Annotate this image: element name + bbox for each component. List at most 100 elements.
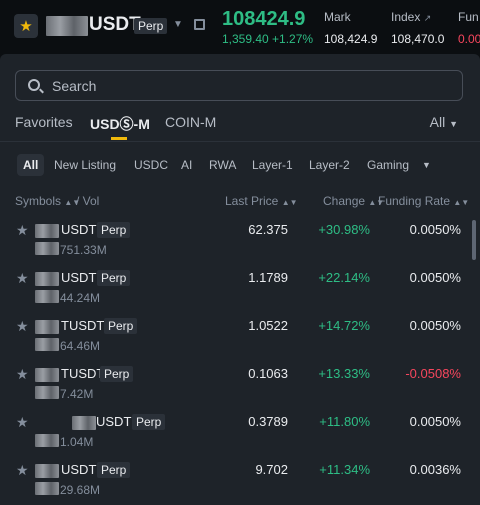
col-last-price[interactable]: Last Price ▲▼ xyxy=(225,194,298,208)
row-last-price: 1.1789 xyxy=(248,270,288,285)
redacted-volume-prefix xyxy=(35,386,59,399)
col-symbols[interactable]: Symbols ▲▼ xyxy=(15,194,80,208)
chevron-down-icon[interactable]: ▼ xyxy=(173,19,183,30)
col-symbols-label: Symbols xyxy=(15,194,62,208)
redacted-symbol-prefix xyxy=(35,368,59,382)
redacted-symbol-prefix xyxy=(35,464,59,478)
col-change[interactable]: Change ▲▼ xyxy=(323,194,384,208)
star-icon[interactable]: ★ xyxy=(16,366,29,382)
row-last-price: 1.0522 xyxy=(248,318,288,333)
symbol-name[interactable]: USDT xyxy=(89,14,141,35)
redacted-volume-prefix xyxy=(35,290,59,303)
col-change-label: Change xyxy=(323,194,366,208)
table-row[interactable]: ★ TUSDT Perp 7.42M 0.1063 +13.33% -0.050… xyxy=(0,360,470,408)
tab-usds-m[interactable]: USDⓈ-M xyxy=(90,116,150,132)
tab-favorites[interactable]: Favorites xyxy=(15,114,73,130)
index-price-label-text: Index xyxy=(391,10,421,24)
row-last-price: 0.1063 xyxy=(248,366,288,381)
sort-icon: ▲▼ xyxy=(281,198,298,207)
row-last-price: 9.702 xyxy=(255,462,288,477)
sort-icon: ▲▼ xyxy=(453,198,470,207)
chip-all[interactable]: All xyxy=(17,154,45,176)
market-filter-dropdown[interactable]: All ▼ xyxy=(430,114,458,130)
chip-layer-2[interactable]: Layer-2 xyxy=(309,158,350,172)
star-icon[interactable]: ★ xyxy=(16,222,29,238)
row-symbol: USDT xyxy=(61,270,97,285)
perp-badge: Perp xyxy=(100,366,134,382)
chip-layer-1[interactable]: Layer-1 xyxy=(252,158,293,172)
table-row[interactable]: ★ USDT Perp 1.04M 0.3789 +11.80% 0.0050% xyxy=(0,408,470,456)
search-input[interactable] xyxy=(52,76,442,96)
index-price-label[interactable]: Index ↗ xyxy=(391,10,431,24)
row-volume: 29.68M xyxy=(60,483,101,497)
star-icon[interactable]: ★ xyxy=(16,462,29,478)
more-categories-icon[interactable]: ▼ xyxy=(422,160,431,170)
col-vol[interactable]: / Vol xyxy=(76,194,100,208)
row-volume: 1.04M xyxy=(60,435,94,449)
row-change: +14.72% xyxy=(318,318,370,333)
chip-gaming[interactable]: Gaming xyxy=(367,158,410,172)
funding-label: Fun xyxy=(458,10,479,24)
star-icon[interactable]: ★ xyxy=(16,414,29,430)
tabs-divider xyxy=(0,141,480,142)
sort-icon: ▲▼ xyxy=(368,198,385,207)
category-chips: All New Listing USDC AI RWA Layer-1 Laye… xyxy=(0,154,480,176)
book-icon[interactable] xyxy=(194,19,205,30)
row-change: +11.34% xyxy=(319,462,370,477)
list-scrollbar[interactable] xyxy=(472,220,476,260)
table-row[interactable]: ★ USDT Perp 29.68M 9.702 +11.34% 0.0036% xyxy=(0,456,470,504)
row-funding-rate: 0.0050% xyxy=(409,222,461,237)
row-change: +13.33% xyxy=(318,366,370,381)
symbol-selector-panel: Favorites USDⓈ-M COIN-M All ▼ All New Li… xyxy=(0,54,480,505)
redacted-volume-prefix xyxy=(35,338,59,351)
chip-usdc[interactable]: USDC xyxy=(134,158,169,172)
star-icon[interactable]: ★ xyxy=(16,318,29,334)
row-last-price: 62.375 xyxy=(248,222,288,237)
last-price: 108424.9 xyxy=(222,8,306,30)
chip-new-listing[interactable]: New Listing xyxy=(54,158,117,172)
row-volume: 64.46M xyxy=(60,339,101,353)
mark-price-label: Mark xyxy=(324,10,351,24)
row-symbol: TUSDT xyxy=(61,366,105,381)
search-box[interactable] xyxy=(15,70,463,101)
col-funding-rate[interactable]: Funding Rate ▲▼ xyxy=(378,194,469,208)
table-row[interactable]: ★ USDT Perp 751.33M 62.375 +30.98% 0.005… xyxy=(0,216,470,264)
active-tab-indicator xyxy=(111,137,127,140)
row-symbol: TUSDT xyxy=(61,318,105,333)
chip-rwa[interactable]: RWA xyxy=(209,158,237,172)
chip-ai[interactable]: AI xyxy=(181,158,193,172)
row-funding-rate: 0.0050% xyxy=(409,414,461,429)
row-funding-rate: -0.0508% xyxy=(405,366,461,381)
funding-value: 0.00 xyxy=(458,32,480,46)
caret-down-icon: ▼ xyxy=(449,119,458,129)
tab-coin-m[interactable]: COIN-M xyxy=(165,114,217,130)
redacted-symbol-prefix xyxy=(35,320,59,334)
row-volume: 751.33M xyxy=(60,243,107,257)
perp-badge: Perp xyxy=(97,462,131,478)
col-last-price-label: Last Price xyxy=(225,194,279,208)
market-header: ★ USDT Perp ▼ 108424.9 1,359.40 +1.27% M… xyxy=(0,0,480,54)
perp-badge: Perp xyxy=(132,414,166,430)
table-row[interactable]: ★ TUSDT Perp 64.46M 1.0522 +14.72% 0.005… xyxy=(0,312,470,360)
row-change: +22.14% xyxy=(318,270,370,285)
redacted-symbol-prefix xyxy=(46,16,88,36)
redacted-symbol-prefix xyxy=(72,416,96,430)
market-tabs: Favorites USDⓈ-M COIN-M xyxy=(0,114,480,140)
mark-price-value: 108,424.9 xyxy=(324,32,378,46)
row-volume: 44.24M xyxy=(60,291,101,305)
price-change: 1,359.40 +1.27% xyxy=(222,32,314,46)
table-row[interactable]: ★ USDT Perp 44.24M 1.1789 +22.14% 0.0050… xyxy=(0,264,470,312)
star-icon[interactable]: ★ xyxy=(16,270,29,286)
search-icon xyxy=(28,79,40,91)
row-change: +30.98% xyxy=(318,222,370,237)
perp-badge: Perp xyxy=(97,222,131,238)
redacted-symbol-prefix xyxy=(35,272,59,286)
redacted-volume-prefix xyxy=(35,242,59,255)
row-funding-rate: 0.0036% xyxy=(409,462,461,477)
favorite-toggle-button[interactable]: ★ xyxy=(14,14,38,38)
index-price-value: 108,470.0 xyxy=(391,32,445,46)
perp-badge: Perp xyxy=(97,270,131,286)
row-symbol: USDT xyxy=(61,462,97,477)
row-symbol: USDT xyxy=(96,414,132,429)
star-icon: ★ xyxy=(19,17,33,35)
